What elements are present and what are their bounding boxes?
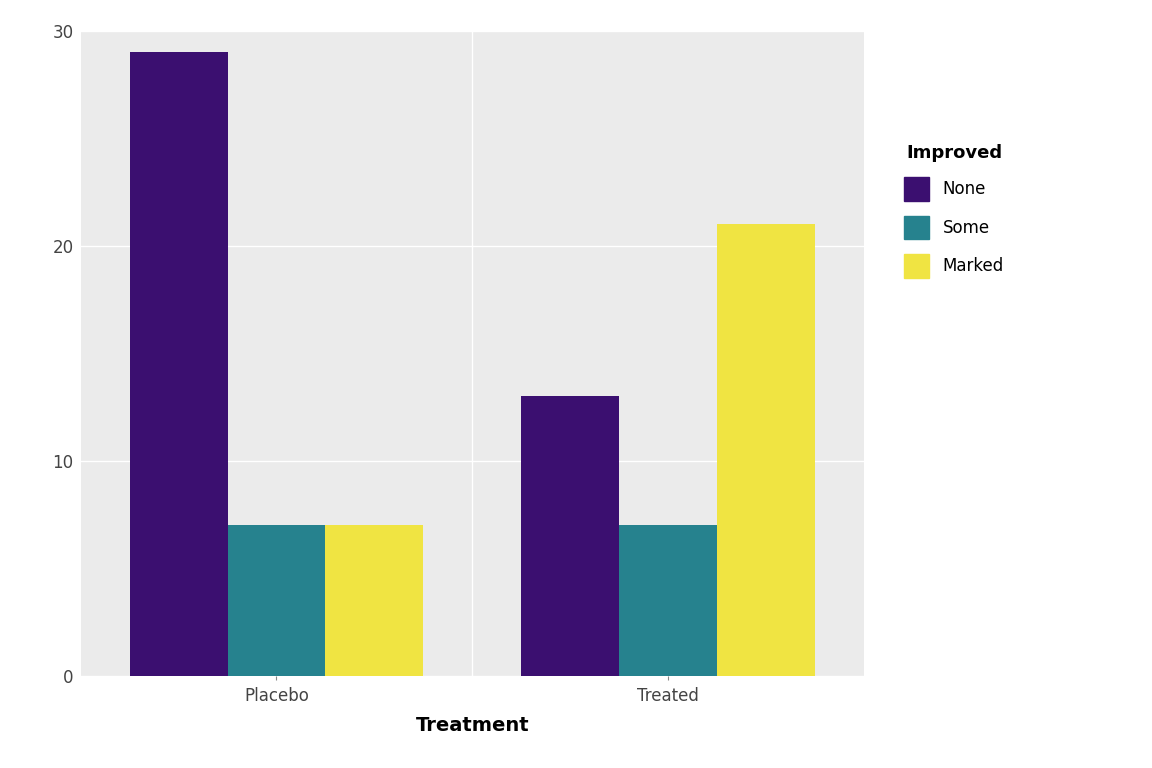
Bar: [717, 224, 814, 676]
Bar: [620, 525, 717, 676]
Bar: [228, 525, 325, 676]
Bar: [130, 52, 228, 676]
X-axis label: Treatment: Treatment: [416, 716, 529, 735]
Bar: [325, 525, 424, 676]
Legend: None, Some, Marked: None, Some, Marked: [896, 136, 1013, 286]
Bar: [521, 396, 619, 676]
